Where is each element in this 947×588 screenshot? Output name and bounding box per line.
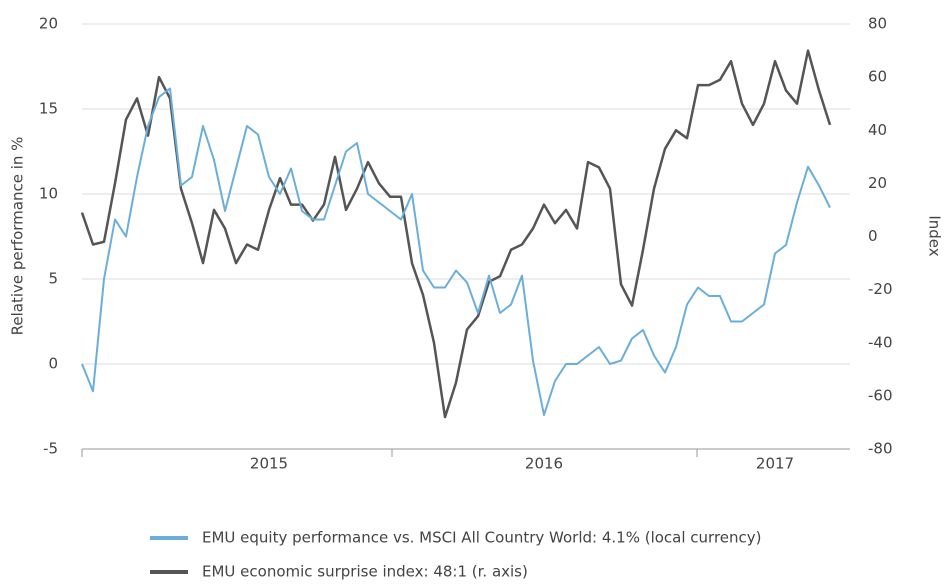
y-tick-label: 0 — [48, 355, 58, 373]
legend-label: EMU economic surprise index: 48:1 (r. ax… — [202, 563, 528, 581]
x-tick-label: 2015 — [250, 455, 288, 473]
y-tick-label: 15 — [39, 100, 58, 118]
y2-tick-label: 40 — [868, 121, 887, 139]
y-tick-label: 10 — [39, 185, 58, 203]
y2-tick-label: 60 — [868, 68, 887, 86]
y2-tick-label: -80 — [868, 440, 893, 458]
y2-tick-label: 80 — [868, 15, 887, 33]
y-axis-label: Relative performance in % — [9, 137, 27, 336]
line-series — [81, 87, 831, 416]
y2-tick-label: -20 — [868, 280, 893, 298]
y2-tick-label: -40 — [868, 333, 893, 351]
x-tick-label: 2016 — [525, 455, 563, 473]
y2-axis-label: Index — [926, 215, 944, 256]
x-tick-label: 2017 — [756, 455, 794, 473]
y-tick-label: 5 — [48, 270, 58, 288]
y-tick-label: -5 — [43, 440, 58, 458]
y-tick-label: 20 — [39, 15, 58, 33]
y2-tick-label: 0 — [868, 227, 878, 245]
y2-tick-label: 20 — [868, 174, 887, 192]
legend-label: EMU equity performance vs. MSCI All Coun… — [202, 529, 762, 547]
line-series — [80, 49, 832, 419]
y2-tick-label: -60 — [868, 386, 893, 404]
